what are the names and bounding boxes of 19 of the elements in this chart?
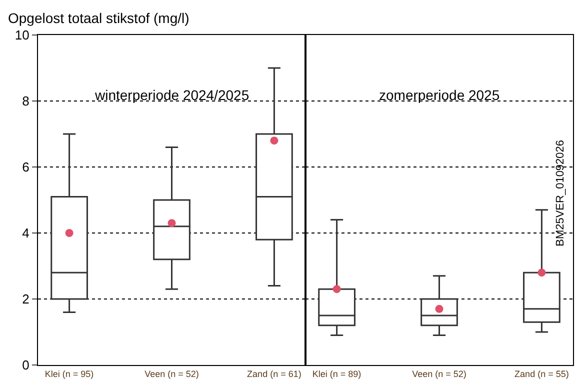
y-tick-label: 8: [22, 94, 30, 109]
annotation: zomerperiode 2025: [379, 87, 500, 103]
y-axis-title: Opgelost totaal stikstof (mg/l): [8, 10, 190, 26]
x-tick-label: Zand (n = 55): [514, 368, 569, 379]
point: [168, 219, 176, 228]
annotation: BM25VER_01092026: [554, 140, 567, 246]
y-tick-label: 2: [22, 292, 30, 307]
point: [270, 136, 278, 145]
x-tick-label: Klei (n = 89): [312, 368, 362, 379]
x-tick-label: Veen (n = 52): [412, 368, 466, 379]
point: [65, 229, 74, 237]
annotation: winterperiode 2024/2025: [94, 87, 250, 103]
x-tick-label: Klei (n = 95): [44, 368, 94, 379]
x-tick-label: Zand (n = 61): [247, 368, 302, 379]
y-tick-label: 6: [22, 160, 30, 175]
x-tick-label: Veen (n = 52): [144, 368, 199, 379]
y-tick-label: 10: [14, 28, 30, 43]
y-tick-label: 0: [22, 358, 30, 373]
y-tick-label: 4: [22, 226, 30, 241]
